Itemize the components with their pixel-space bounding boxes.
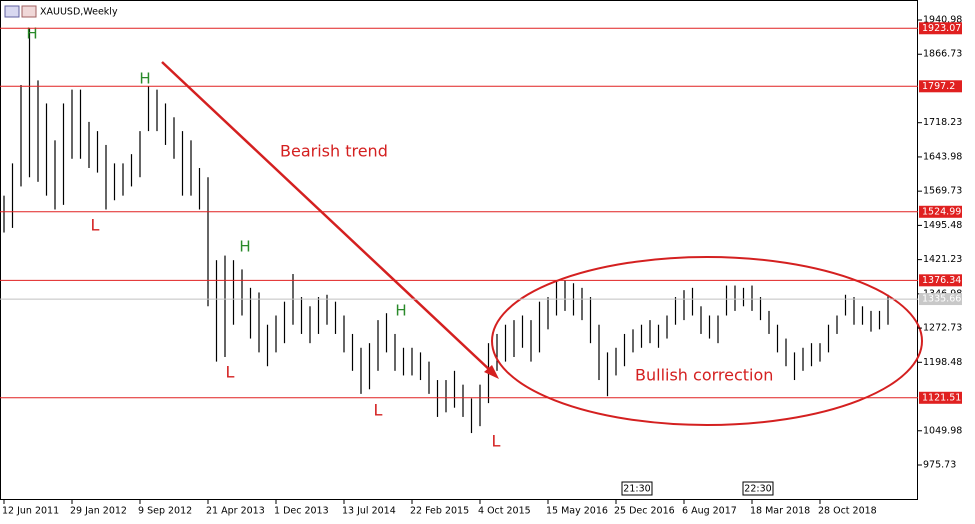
time-marker-box — [621, 481, 653, 496]
low-mark: L — [91, 216, 100, 235]
time-marker: 21:30 — [623, 484, 650, 495]
low-mark: L — [492, 432, 501, 451]
y-tick-label: 1198.48 — [923, 357, 962, 368]
level-label-box — [919, 22, 962, 35]
high-mark: H — [395, 302, 406, 320]
x-tick-label: 6 Aug 2017 — [682, 506, 737, 517]
x-tick-label: 15 May 2016 — [546, 506, 608, 517]
level-label-box — [919, 391, 962, 404]
current-price-box — [919, 293, 962, 306]
symbol-icon — [21, 5, 37, 18]
symbol-icon — [4, 5, 20, 18]
plot-frame — [0, 0, 918, 500]
trend-arrow — [484, 365, 499, 379]
correction-label: Bullish correction — [635, 366, 773, 385]
x-tick-label: 25 Dec 2016 — [614, 506, 675, 517]
x-tick-label: 28 Oct 2018 — [818, 506, 877, 517]
x-tick-label: 9 Sep 2012 — [138, 506, 192, 517]
high-mark: H — [239, 238, 250, 256]
y-tick-label: 1718.23 — [923, 117, 962, 128]
level-label-box — [919, 205, 962, 218]
level-label: 1121.51 — [922, 392, 961, 403]
y-tick-label: 1049.98 — [923, 425, 962, 436]
x-tick-label: 29 Jan 2012 — [70, 506, 127, 517]
y-tick-label: 1495.48 — [923, 220, 962, 231]
x-tick-label: 22 Feb 2015 — [410, 506, 469, 517]
level-label: 1923.07 — [922, 23, 961, 34]
level-label: 1376.34 — [922, 275, 961, 286]
level-label-box — [919, 274, 962, 287]
time-marker: 22:30 — [744, 484, 771, 495]
y-tick-label: 1940.98 — [923, 15, 962, 26]
correction-ellipse — [491, 256, 923, 426]
current-price-label: 1335.66 — [922, 294, 961, 305]
trend-label: Bearish trend — [280, 142, 388, 161]
level-label: 1524.99 — [922, 206, 961, 217]
y-tick-label: 1421.23 — [923, 254, 962, 265]
y-tick-label: 1272.73 — [923, 323, 962, 334]
high-mark: H — [26, 25, 37, 43]
time-marker-box — [742, 481, 774, 496]
x-tick-label: 12 Jun 2011 — [2, 506, 59, 517]
y-tick-label: 1866.73 — [923, 49, 962, 60]
chart-title: XAUUSD,Weekly — [40, 7, 118, 18]
x-tick-label: 4 Oct 2015 — [478, 506, 531, 517]
x-tick-label: 1 Dec 2013 — [274, 506, 329, 517]
level-label: 1797.2 — [922, 81, 955, 92]
y-tick-label: 975.73 — [923, 459, 956, 470]
high-mark: H — [139, 70, 150, 88]
y-tick-label: 1569.73 — [923, 186, 962, 197]
x-tick-label: 18 Mar 2018 — [750, 506, 810, 517]
trend-line — [161, 61, 494, 374]
x-tick-label: 13 Jul 2014 — [342, 506, 396, 517]
x-tick-label: 21 Apr 2013 — [206, 506, 265, 517]
y-tick-label: 1643.98 — [923, 151, 962, 162]
level-label-box — [919, 80, 962, 93]
low-mark: L — [226, 363, 235, 382]
low-mark: L — [374, 401, 383, 420]
